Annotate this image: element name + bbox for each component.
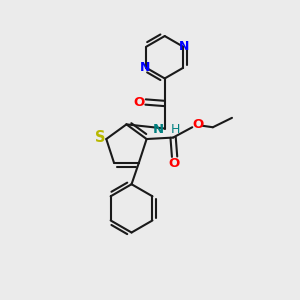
Text: N: N: [153, 123, 164, 136]
Text: O: O: [193, 118, 204, 131]
Text: O: O: [168, 157, 179, 170]
Text: O: O: [134, 95, 145, 109]
Text: S: S: [94, 130, 105, 145]
Text: H: H: [171, 123, 181, 136]
Text: N: N: [140, 61, 150, 74]
Text: N: N: [179, 40, 190, 53]
